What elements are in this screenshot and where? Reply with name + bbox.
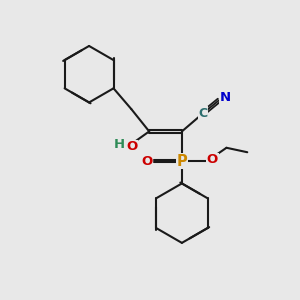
Text: C: C bbox=[198, 107, 207, 120]
Text: N: N bbox=[220, 91, 231, 104]
Text: O: O bbox=[207, 153, 218, 166]
Text: P: P bbox=[176, 154, 187, 169]
Text: O: O bbox=[142, 154, 153, 168]
Text: O: O bbox=[126, 140, 138, 153]
Text: H: H bbox=[113, 138, 124, 151]
